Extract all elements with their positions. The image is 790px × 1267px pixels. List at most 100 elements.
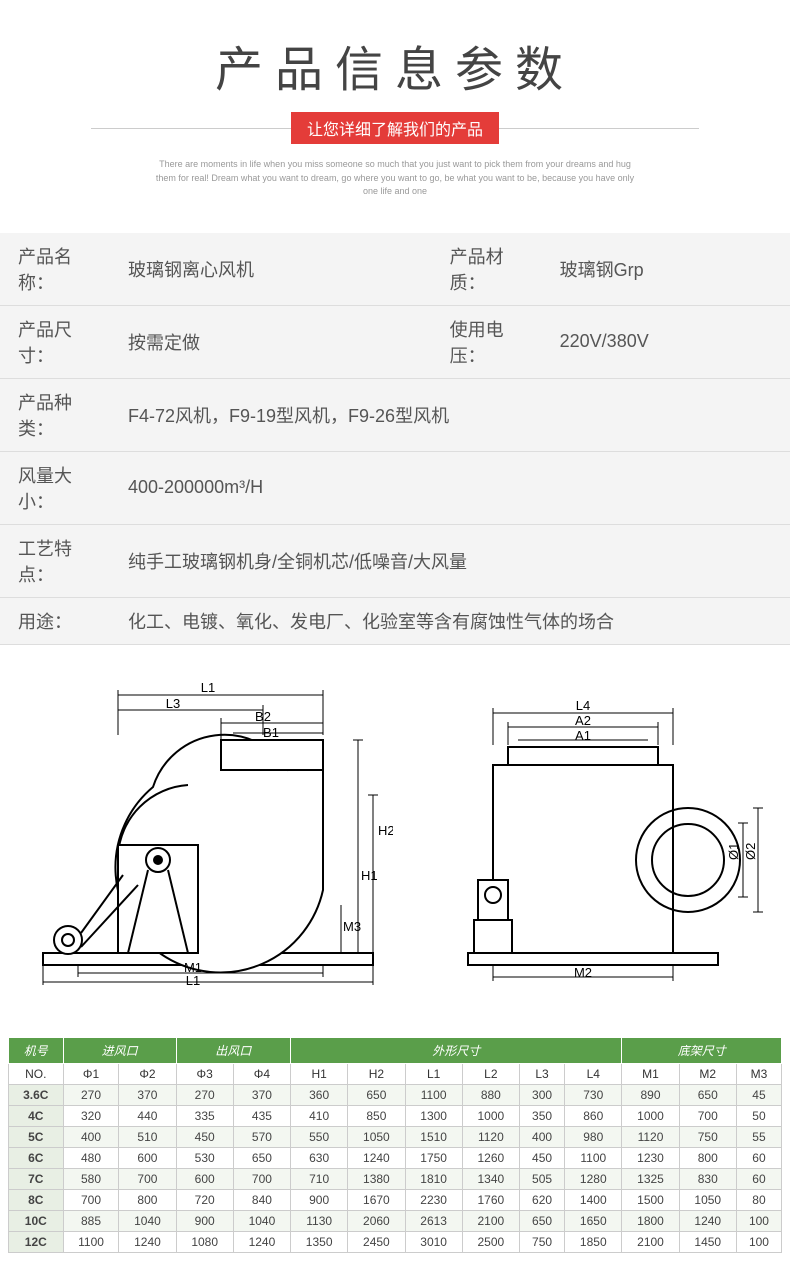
- spec-cell: 450: [519, 1147, 564, 1168]
- svg-text:Ø1: Ø1: [726, 842, 741, 859]
- spec-row: 8C70080072084090016702230176062014001500…: [8, 1189, 781, 1210]
- spec-cell: 750: [679, 1126, 736, 1147]
- spec-cell: 1350: [291, 1231, 348, 1252]
- spec-subheader: Φ3: [176, 1063, 233, 1084]
- svg-text:A1: A1: [575, 728, 591, 743]
- header: 产品信息参数 让您详细了解我们的产品 There are moments in …: [0, 0, 790, 209]
- svg-text:L4: L4: [575, 698, 589, 713]
- spec-cell: 650: [348, 1084, 405, 1105]
- spec-cell: 370: [119, 1084, 176, 1105]
- spec-cell: 650: [233, 1147, 290, 1168]
- spec-cell: 2450: [348, 1231, 405, 1252]
- info-value: 220V/380V: [542, 305, 790, 378]
- spec-cell: 700: [119, 1168, 176, 1189]
- spec-subheader: H2: [348, 1063, 405, 1084]
- spec-cell: 50: [736, 1105, 781, 1126]
- spec-cell: 400: [63, 1126, 119, 1147]
- spec-subheader: Φ1: [63, 1063, 119, 1084]
- info-label: 使用电压：: [432, 305, 542, 378]
- info-label: 工艺特点：: [0, 524, 110, 597]
- spec-cell: 2230: [405, 1189, 462, 1210]
- spec-cell: 270: [176, 1084, 233, 1105]
- spec-cell: 850: [348, 1105, 405, 1126]
- spec-cell: 700: [679, 1105, 736, 1126]
- spec-cell: 900: [176, 1210, 233, 1231]
- svg-text:A2: A2: [575, 713, 591, 728]
- spec-model: 5C: [8, 1126, 63, 1147]
- svg-text:B1: B1: [263, 725, 279, 740]
- spec-cell: 830: [679, 1168, 736, 1189]
- info-row: 用途：化工、电镀、氧化、发电厂、化验室等含有腐蚀性气体的场合: [0, 597, 790, 644]
- spec-model: 8C: [8, 1189, 63, 1210]
- diagram-area: L1 L3 B2 B1 H2 H1 M3 M1 L1: [0, 645, 790, 1025]
- spec-cell: 1000: [462, 1105, 519, 1126]
- subtitle-wrap: 让您详细了解我们的产品: [0, 112, 790, 144]
- spec-cell: 1760: [462, 1189, 519, 1210]
- spec-cell: 80: [736, 1189, 781, 1210]
- spec-subheader: M2: [679, 1063, 736, 1084]
- spec-cell: 1240: [233, 1231, 290, 1252]
- spec-cell: 435: [233, 1105, 290, 1126]
- spec-cell: 650: [679, 1084, 736, 1105]
- spec-cell: 1120: [462, 1126, 519, 1147]
- spec-cell: 2060: [348, 1210, 405, 1231]
- svg-text:L3: L3: [165, 696, 179, 711]
- spec-cell: 2100: [462, 1210, 519, 1231]
- spec-cell: 1325: [622, 1168, 679, 1189]
- spec-cell: 320: [63, 1105, 119, 1126]
- spec-cell: 1240: [679, 1210, 736, 1231]
- spec-cell: 100: [736, 1231, 781, 1252]
- spec-cell: 300: [519, 1084, 564, 1105]
- spec-cell: 840: [233, 1189, 290, 1210]
- spec-cell: 100: [736, 1210, 781, 1231]
- spec-cell: 2100: [622, 1231, 679, 1252]
- info-value: 玻璃钢Grp: [542, 233, 790, 306]
- spec-cell: 650: [519, 1210, 564, 1231]
- spec-cell: 1380: [348, 1168, 405, 1189]
- info-label: 产品尺寸：: [0, 305, 110, 378]
- spec-subheader: Φ4: [233, 1063, 290, 1084]
- spec-subheader: NO.: [8, 1063, 63, 1084]
- svg-text:H2: H2: [378, 823, 393, 838]
- spec-cell: 60: [736, 1168, 781, 1189]
- spec-group-header: 外形尺寸: [291, 1037, 622, 1063]
- info-row: 产品种类：F4-72风机，F9-19型风机，F9-26型风机: [0, 378, 790, 451]
- spec-cell: 60: [736, 1147, 781, 1168]
- spec-cell: 700: [63, 1189, 119, 1210]
- spec-row: 4C32044033543541085013001000350860100070…: [8, 1105, 781, 1126]
- info-value: 400-200000m³/H: [110, 451, 790, 524]
- info-value: 玻璃钢离心风机: [110, 233, 432, 306]
- spec-cell: 1040: [233, 1210, 290, 1231]
- spec-cell: 600: [119, 1147, 176, 1168]
- spec-cell: 400: [519, 1126, 564, 1147]
- spec-model: 4C: [8, 1105, 63, 1126]
- svg-text:M3: M3: [343, 919, 361, 934]
- spec-model: 6C: [8, 1147, 63, 1168]
- info-label: 用途：: [0, 597, 110, 644]
- spec-group-header: 出风口: [176, 1037, 290, 1063]
- divider-right: [499, 128, 699, 129]
- spec-group-row: 机号进风口出风口外形尺寸底架尺寸: [8, 1037, 781, 1063]
- spec-cell: 1670: [348, 1189, 405, 1210]
- spec-cell: 980: [565, 1126, 622, 1147]
- spec-cell: 800: [679, 1147, 736, 1168]
- spec-cell: 1450: [679, 1231, 736, 1252]
- spec-cell: 1100: [405, 1084, 462, 1105]
- spec-cell: 510: [119, 1126, 176, 1147]
- svg-text:Ø2: Ø2: [743, 842, 758, 859]
- spec-cell: 1100: [63, 1231, 119, 1252]
- spec-cell: 440: [119, 1105, 176, 1126]
- svg-text:M2: M2: [573, 965, 591, 980]
- info-label: 产品种类：: [0, 378, 110, 451]
- spec-cell: 580: [63, 1168, 119, 1189]
- spec-cell: 750: [519, 1231, 564, 1252]
- spec-subheader: L3: [519, 1063, 564, 1084]
- spec-cell: 1400: [565, 1189, 622, 1210]
- spec-cell: 1260: [462, 1147, 519, 1168]
- info-label: 风量大小：: [0, 451, 110, 524]
- spec-cell: 450: [176, 1126, 233, 1147]
- spec-cell: 885: [63, 1210, 119, 1231]
- spec-model: 7C: [8, 1168, 63, 1189]
- spec-cell: 505: [519, 1168, 564, 1189]
- spec-cell: 620: [519, 1189, 564, 1210]
